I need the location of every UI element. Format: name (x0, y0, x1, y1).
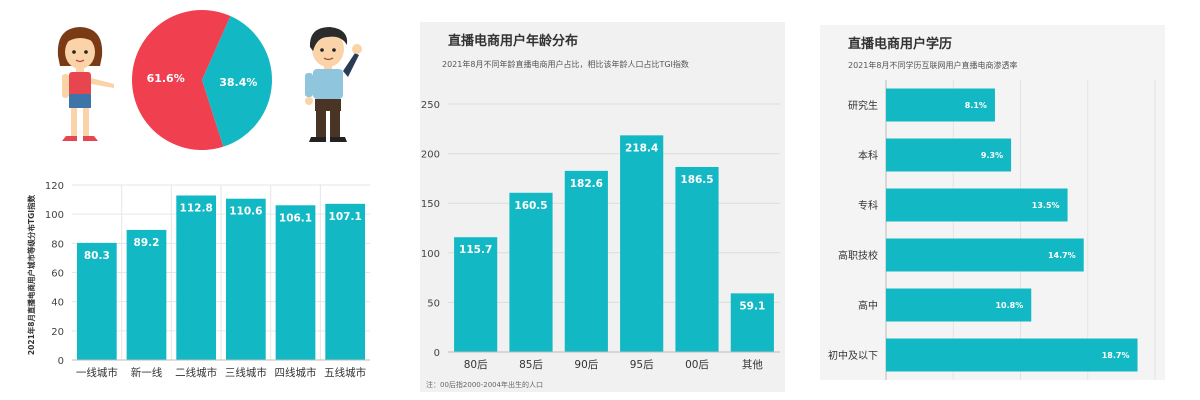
edu-bar (886, 338, 1138, 372)
education-bar-chart: 8.1% 研究生 9.3% 本科 13.5% 专科 14.7% 高职技校 10.8% 高中 18.7… (828, 80, 1156, 380)
gender-city-panel: 61.6% 38.4% 0 20 40 60 80 100 120 80.3 一线城市 89.2 新一… (0, 0, 390, 400)
age-data-label: 115.7 (459, 244, 492, 256)
city-category-label: 五线城市 (324, 366, 366, 379)
age-category-label: 95后 (630, 359, 654, 371)
age-ytick-label: 200 (421, 150, 440, 161)
city-ytick-label: 80 (51, 239, 64, 250)
age-bar (454, 237, 498, 352)
city-ytick-label: 0 (58, 356, 64, 367)
city-bar (225, 198, 266, 360)
city-bar (76, 242, 117, 360)
city-data-label: 80.3 (84, 250, 110, 262)
age-category-label: 85后 (519, 359, 543, 371)
edu-bar (886, 88, 995, 122)
city-data-label: 112.8 (180, 203, 213, 215)
edu-data-label: 18.7% (1102, 351, 1130, 360)
age-ytick-label: 150 (421, 199, 440, 210)
education-chart-title: 直播电商用户学历 (848, 37, 953, 52)
city-data-label: 106.1 (279, 212, 312, 224)
age-data-label: 160.5 (514, 200, 547, 212)
edu-category-label: 研究生 (848, 99, 878, 112)
age-chart-subtitle: 2021年8月不同年龄直播电商用户占比，相比该年龄人口占比TGI指数 (442, 60, 689, 69)
age-bar (509, 192, 553, 352)
edu-data-label: 10.8% (995, 301, 1023, 310)
edu-bar (886, 238, 1084, 272)
city-ytick-label: 60 (51, 269, 64, 280)
city-category-label: 一线城市 (76, 366, 118, 379)
age-ytick-label: 0 (434, 348, 440, 359)
edu-data-label: 9.3% (981, 151, 1003, 160)
age-chart-footnote: 注：00后指2000-2004年出生的人口 (426, 381, 544, 389)
edu-data-label: 8.1% (965, 101, 987, 110)
age-data-label: 59.1 (739, 300, 765, 312)
city-category-label: 三线城市 (225, 366, 267, 379)
female-figure-illustration (57, 27, 114, 141)
age-data-label: 186.5 (680, 174, 713, 186)
age-data-label: 218.4 (625, 142, 658, 154)
age-ytick-label: 50 (427, 298, 440, 309)
edu-data-label: 13.5% (1032, 201, 1060, 210)
pie-slice-0 (132, 9, 231, 151)
age-chart-title: 直播电商用户年龄分布 (448, 34, 579, 49)
city-tgi-bar-chart: 0 20 40 60 80 100 120 80.3 一线城市 89.2 新一线 112.8 二线城市 1… (26, 181, 370, 379)
city-data-label: 107.1 (329, 211, 362, 223)
age-bar (620, 135, 664, 352)
edu-category-label: 本科 (858, 149, 878, 162)
edu-bar (886, 288, 1032, 322)
edu-bar (886, 188, 1068, 222)
age-distribution-panel: 直播电商用户年龄分布 2021年8月不同年龄直播电商用户占比，相比该年龄人口占比… (420, 22, 785, 392)
city-ytick-label: 100 (45, 210, 64, 221)
city-bar (275, 205, 316, 360)
pie-slice-label-1: 38.4% (219, 76, 257, 89)
education-chart-subtitle: 2021年8月不同学历互联网用户直播电商渗透率 (848, 61, 1018, 70)
age-ytick-label: 250 (421, 100, 440, 111)
age-bar (564, 170, 608, 352)
age-category-label: 80后 (464, 359, 488, 371)
age-ytick-label: 100 (421, 249, 440, 260)
city-data-label: 110.6 (229, 206, 262, 218)
age-category-label: 00后 (685, 359, 709, 371)
pie-slice-1 (202, 16, 272, 147)
city-bar (126, 229, 167, 360)
city-y-axis-label: 2021年8月直播电商用户城市等级分布TGI指数 (26, 194, 36, 355)
city-ytick-label: 40 (51, 298, 64, 309)
age-bar (675, 166, 719, 352)
city-category-label: 新一线 (131, 366, 163, 379)
education-panel: 直播电商用户学历 2021年8月不同学历互联网用户直播电商渗透率 8.1% 研究生… (820, 25, 1165, 380)
age-data-label: 182.6 (570, 178, 603, 190)
city-category-label: 四线城市 (275, 366, 317, 379)
male-figure-illustration (305, 27, 362, 142)
edu-category-label: 专科 (858, 199, 878, 212)
city-data-label: 89.2 (134, 237, 160, 249)
edu-category-label: 初中及以下 (828, 349, 878, 362)
age-bar-chart: 0 50 100 150 200 250 115.7 80后 160.5 85后 182.6 90后 2… (421, 100, 780, 371)
age-category-label: 其他 (742, 358, 763, 371)
city-ytick-label: 20 (51, 327, 64, 338)
age-bar (730, 293, 774, 352)
edu-bar (886, 138, 1012, 172)
city-bar (325, 203, 366, 360)
age-category-label: 90后 (574, 359, 598, 371)
city-ytick-label: 120 (45, 181, 64, 192)
edu-category-label: 高职技校 (838, 249, 878, 262)
city-category-label: 二线城市 (175, 366, 217, 379)
edu-data-label: 14.7% (1048, 251, 1076, 260)
pie-slice-label-0: 61.6% (147, 72, 185, 85)
edu-category-label: 高中 (858, 299, 878, 312)
gender-pie-chart: 61.6% 38.4% (132, 9, 272, 151)
city-bar (176, 195, 217, 360)
